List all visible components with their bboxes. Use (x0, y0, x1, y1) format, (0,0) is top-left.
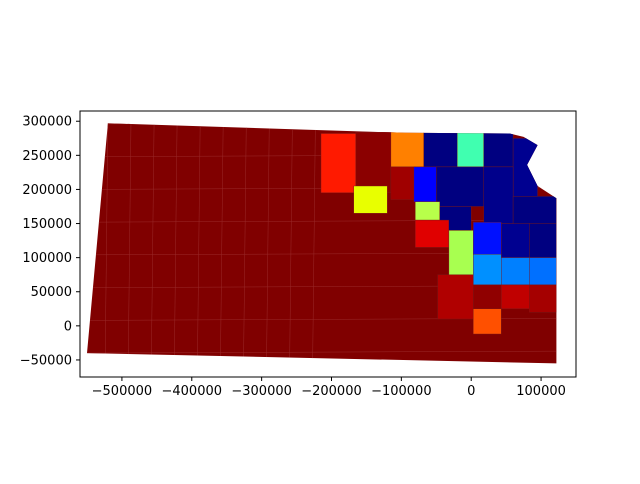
region-navy-n-1 (423, 131, 458, 168)
county-line (174, 123, 178, 364)
region-sky-e-2 (501, 257, 530, 286)
region-blue-ec-1 (473, 221, 502, 255)
county-line (243, 123, 247, 364)
y-axis-ticks: −50000 0 50000 100000 150000 200000 250000 3000… (20, 115, 80, 368)
x-tick-label: −300000 (231, 384, 292, 399)
county-line (87, 350, 557, 354)
x-tick-label: −200000 (301, 384, 362, 399)
y-tick-label: 100000 (22, 251, 72, 266)
y-tick-label: 200000 (22, 183, 72, 198)
region-blue-c (413, 166, 437, 202)
region-darkred-n-1 (355, 131, 391, 194)
region-navy-ec-2 (529, 223, 557, 258)
county-line (87, 123, 557, 125)
x-tick-label: −400000 (162, 384, 223, 399)
y-tick-label: 300000 (22, 115, 72, 130)
y-tick-label: 250000 (22, 149, 72, 164)
region-sky-e-3 (529, 257, 557, 286)
x-tick-label: −500000 (92, 384, 153, 399)
county-line (266, 123, 270, 364)
region-darkred-se-1 (437, 274, 474, 320)
region-yellowgreen-c-2 (448, 230, 474, 275)
colored-counties (87, 123, 557, 364)
county-line (151, 123, 155, 364)
region-darkred-se-4 (473, 284, 502, 309)
county-line (104, 123, 109, 364)
y-tick-label: −50000 (20, 353, 72, 368)
county-line (197, 123, 201, 364)
region-sky-e-1 (473, 253, 502, 286)
county-line (87, 219, 557, 223)
y-tick-label: 0 (64, 319, 72, 334)
region-darkred-se-3 (529, 284, 557, 313)
x-axis-ticks: −500000 −400000 −300000 −200000 −100000 0 1000… (92, 377, 566, 399)
county-line (127, 123, 132, 364)
region-red-c-2 (415, 219, 449, 248)
x-tick-label: 100000 (516, 384, 566, 399)
region-navy-c-2 (483, 166, 514, 224)
region-orange-n (390, 131, 424, 168)
x-tick-label: −100000 (371, 384, 432, 399)
region-navy-ne-2 (512, 138, 538, 197)
region-teal-n (457, 131, 484, 168)
region-yellowgreen-c-1 (415, 201, 440, 221)
axes-frame (79, 110, 577, 378)
region-darkred-n-2 (390, 166, 416, 200)
county-line (312, 123, 316, 364)
y-tick-label: 150000 (22, 217, 72, 232)
region-navy-c-1 (436, 166, 484, 207)
x-tick-label: 0 (467, 384, 475, 399)
county-line (220, 123, 224, 364)
region-orange-se (473, 308, 502, 335)
axes-border (79, 110, 577, 378)
region-navy-ne-1 (483, 131, 514, 168)
county-line (289, 123, 293, 364)
y-tick-label: 50000 (31, 285, 72, 300)
region-navy-c-3 (512, 196, 557, 224)
region-darkred-se-2 (501, 284, 530, 309)
map-regions (87, 123, 557, 364)
region-yellow-c (353, 185, 388, 214)
region-red-ne-1 (320, 133, 357, 193)
region-navy-ec-1 (501, 223, 530, 258)
